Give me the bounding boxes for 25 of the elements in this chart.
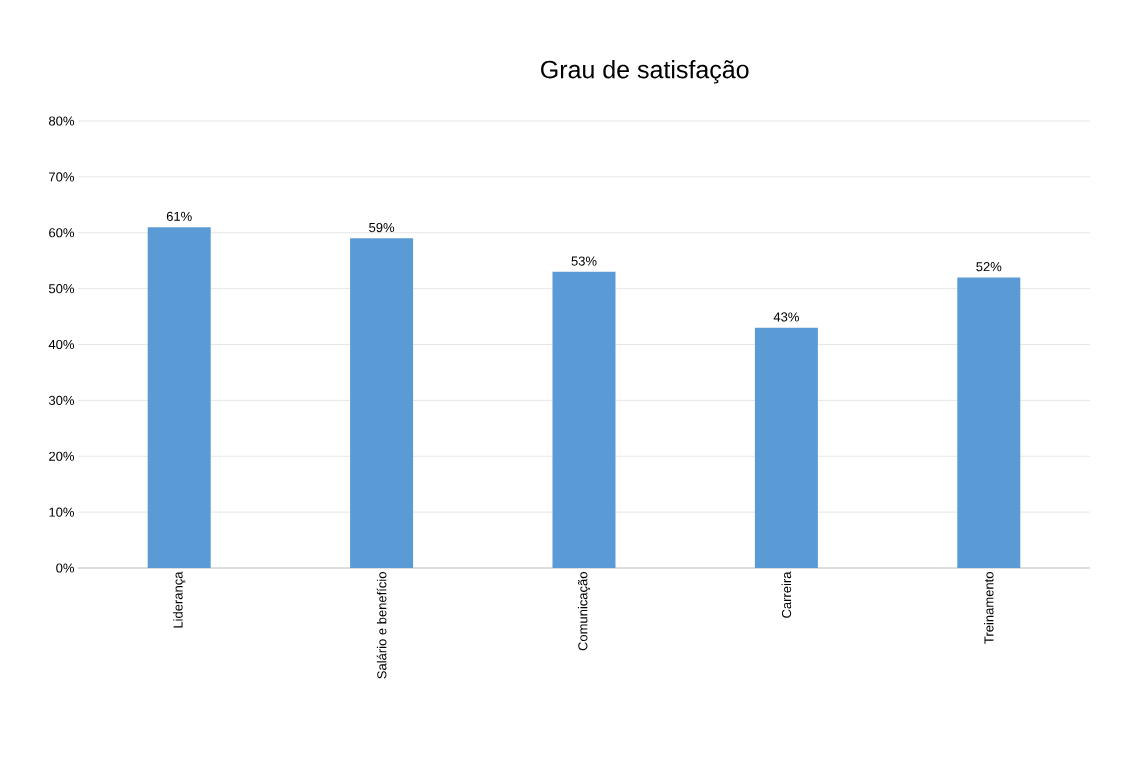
chart-title: Grau de satisfação xyxy=(541,60,749,84)
bar xyxy=(957,277,1021,568)
y-tick-label: 60% xyxy=(49,228,75,238)
x-tick-label: Carreira xyxy=(781,571,792,618)
y-tick-label: 10% xyxy=(49,507,75,517)
y-tick-label: 80% xyxy=(49,116,75,126)
data-label: 52% xyxy=(976,262,1002,272)
bar xyxy=(147,227,211,568)
x-tick-label: Comunicação xyxy=(577,572,591,651)
data-label: 59% xyxy=(369,222,395,233)
x-tick-label: Liderança xyxy=(173,571,186,628)
bar xyxy=(754,327,818,568)
data-label: 43% xyxy=(773,312,799,322)
bar xyxy=(552,271,616,568)
y-tick-label: 0% xyxy=(56,563,75,573)
data-label: 61% xyxy=(166,211,192,221)
bar xyxy=(350,238,414,568)
x-tick-label: Treinamento xyxy=(984,572,994,644)
y-tick-label: 30% xyxy=(48,395,75,405)
y-tick-label: 40% xyxy=(48,339,75,350)
data-label: 53% xyxy=(571,256,597,266)
y-tick-label: 70% xyxy=(49,172,75,182)
x-tick-label: Salário e benefício xyxy=(376,572,387,679)
y-tick-label: 20% xyxy=(49,451,75,461)
y-tick-label: 50% xyxy=(48,284,75,294)
